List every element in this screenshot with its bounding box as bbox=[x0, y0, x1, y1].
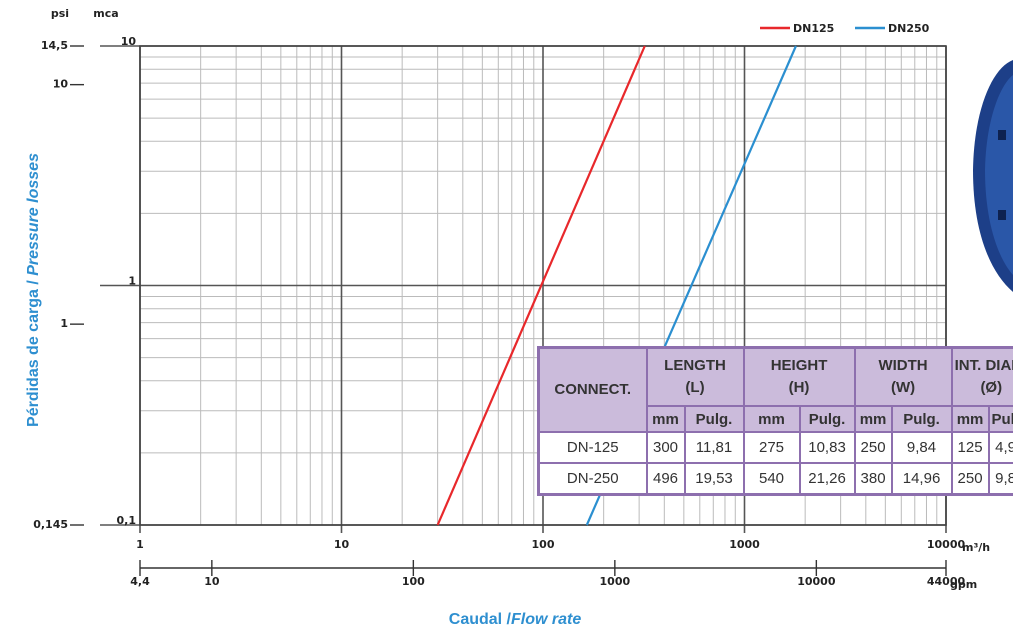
product-bolt bbox=[998, 130, 1006, 140]
spec-table: CONNECT. LENGTH (L) HEIGHT (H) WIDTH (W) IN… bbox=[537, 346, 1013, 496]
header-label: INT. DIAM. bbox=[954, 357, 1013, 374]
header-label: WIDTH bbox=[878, 357, 928, 374]
y-tick-label: 10 bbox=[121, 35, 137, 48]
table-cell: 275 bbox=[742, 431, 801, 464]
unit-cell: Pulg. bbox=[798, 405, 856, 433]
table-cell: 21,26 bbox=[798, 462, 856, 496]
table-cell: 540 bbox=[742, 462, 801, 496]
header-cell: WIDTH (W) bbox=[853, 346, 953, 407]
unit-cell: Pulg. bbox=[987, 405, 1013, 433]
y-tick-label: 1 bbox=[128, 275, 136, 288]
header-cell: CONNECT. bbox=[537, 346, 648, 433]
series-line bbox=[436, 45, 646, 526]
table-cell: 10,83 bbox=[798, 431, 856, 464]
x2-tick-label: 44000 bbox=[927, 575, 966, 588]
y-tick-label: 0,1 bbox=[117, 514, 137, 527]
spec-table-wrap: CONNECT. LENGTH (L) HEIGHT (H) WIDTH (W) IN… bbox=[537, 346, 1013, 496]
x-axis-title-part: Caudal / bbox=[449, 611, 512, 628]
y2-tick-label: 14,5 bbox=[41, 39, 68, 52]
x2-tick-label: 100 bbox=[402, 575, 425, 588]
unit-cell: mm bbox=[950, 405, 990, 433]
y2-unit: psi bbox=[51, 7, 69, 20]
table-cell: 250 bbox=[853, 431, 893, 464]
header-cell: LENGTH (L) bbox=[645, 346, 745, 407]
table-cell: 11,81 bbox=[683, 431, 745, 464]
table-cell: 125 bbox=[950, 431, 990, 464]
x2-unit: gpm bbox=[950, 578, 977, 591]
table-cell: 300 bbox=[645, 431, 686, 464]
header-cell: INT. DIAM. (Ø) bbox=[950, 346, 1013, 407]
x-tick-label: 10000 bbox=[927, 538, 966, 551]
y2-tick-label: 0,145 bbox=[33, 518, 68, 531]
table-cell: 4,92 bbox=[987, 431, 1013, 464]
unit-cell: mm bbox=[645, 405, 686, 433]
table-cell: 380 bbox=[853, 462, 893, 496]
table-cell: 250 bbox=[950, 462, 990, 496]
y2-tick-label: 1 bbox=[60, 317, 68, 330]
table-cell: DN-125 bbox=[537, 431, 648, 464]
unit-cell: mm bbox=[742, 405, 801, 433]
unit-cell: Pulg. bbox=[683, 405, 745, 433]
x-axis-title: Caudal /Flow rate bbox=[449, 611, 582, 628]
product-bolt bbox=[998, 210, 1006, 220]
header-sub: (W) bbox=[890, 379, 916, 396]
table-cell: 496 bbox=[645, 462, 686, 496]
x2-tick-label: 10000 bbox=[797, 575, 836, 588]
x-axis-title-italic: Flow rate bbox=[511, 611, 581, 628]
header-cell: HEIGHT (H) bbox=[742, 346, 856, 407]
x-tick-label: 1000 bbox=[729, 538, 760, 551]
x-unit: m³/h bbox=[962, 541, 990, 554]
x-tick-label: 10 bbox=[334, 538, 350, 551]
x-tick-label: 1 bbox=[136, 538, 144, 551]
header-sub: (Ø) bbox=[980, 379, 1003, 396]
x-tick-label: 100 bbox=[532, 538, 555, 551]
x2-tick-label: 1000 bbox=[600, 575, 631, 588]
table-cell: 9,84 bbox=[987, 462, 1013, 496]
table-cell: DN-250 bbox=[537, 462, 648, 496]
header-label: HEIGHT bbox=[770, 357, 828, 374]
header-sub: (H) bbox=[788, 379, 810, 396]
y-axis-title: Pérdidas de carga / Pressure losses bbox=[25, 153, 42, 427]
unit-cell: Pulg. bbox=[890, 405, 953, 433]
y-axis-title-part: Pérdidas de carga / bbox=[25, 276, 42, 427]
header-sub: (L) bbox=[685, 379, 705, 396]
x2-tick-label: 4,4 bbox=[130, 575, 150, 588]
y-axis-title-italic: Pressure losses bbox=[25, 153, 42, 276]
y-unit: mca bbox=[93, 7, 118, 20]
plot-frame bbox=[139, 45, 947, 526]
x2-tick-label: 10 bbox=[204, 575, 220, 588]
product-image-highlight bbox=[985, 75, 1013, 275]
table-cell: 19,53 bbox=[683, 462, 745, 496]
legend-label: DN125 bbox=[793, 22, 834, 35]
y2-tick-label: 10 bbox=[53, 78, 69, 91]
table-cell: 14,96 bbox=[890, 462, 953, 496]
unit-cell: mm bbox=[853, 405, 893, 433]
header-label: LENGTH bbox=[664, 357, 726, 374]
legend-label: DN250 bbox=[888, 22, 930, 35]
table-cell: 9,84 bbox=[890, 431, 953, 464]
